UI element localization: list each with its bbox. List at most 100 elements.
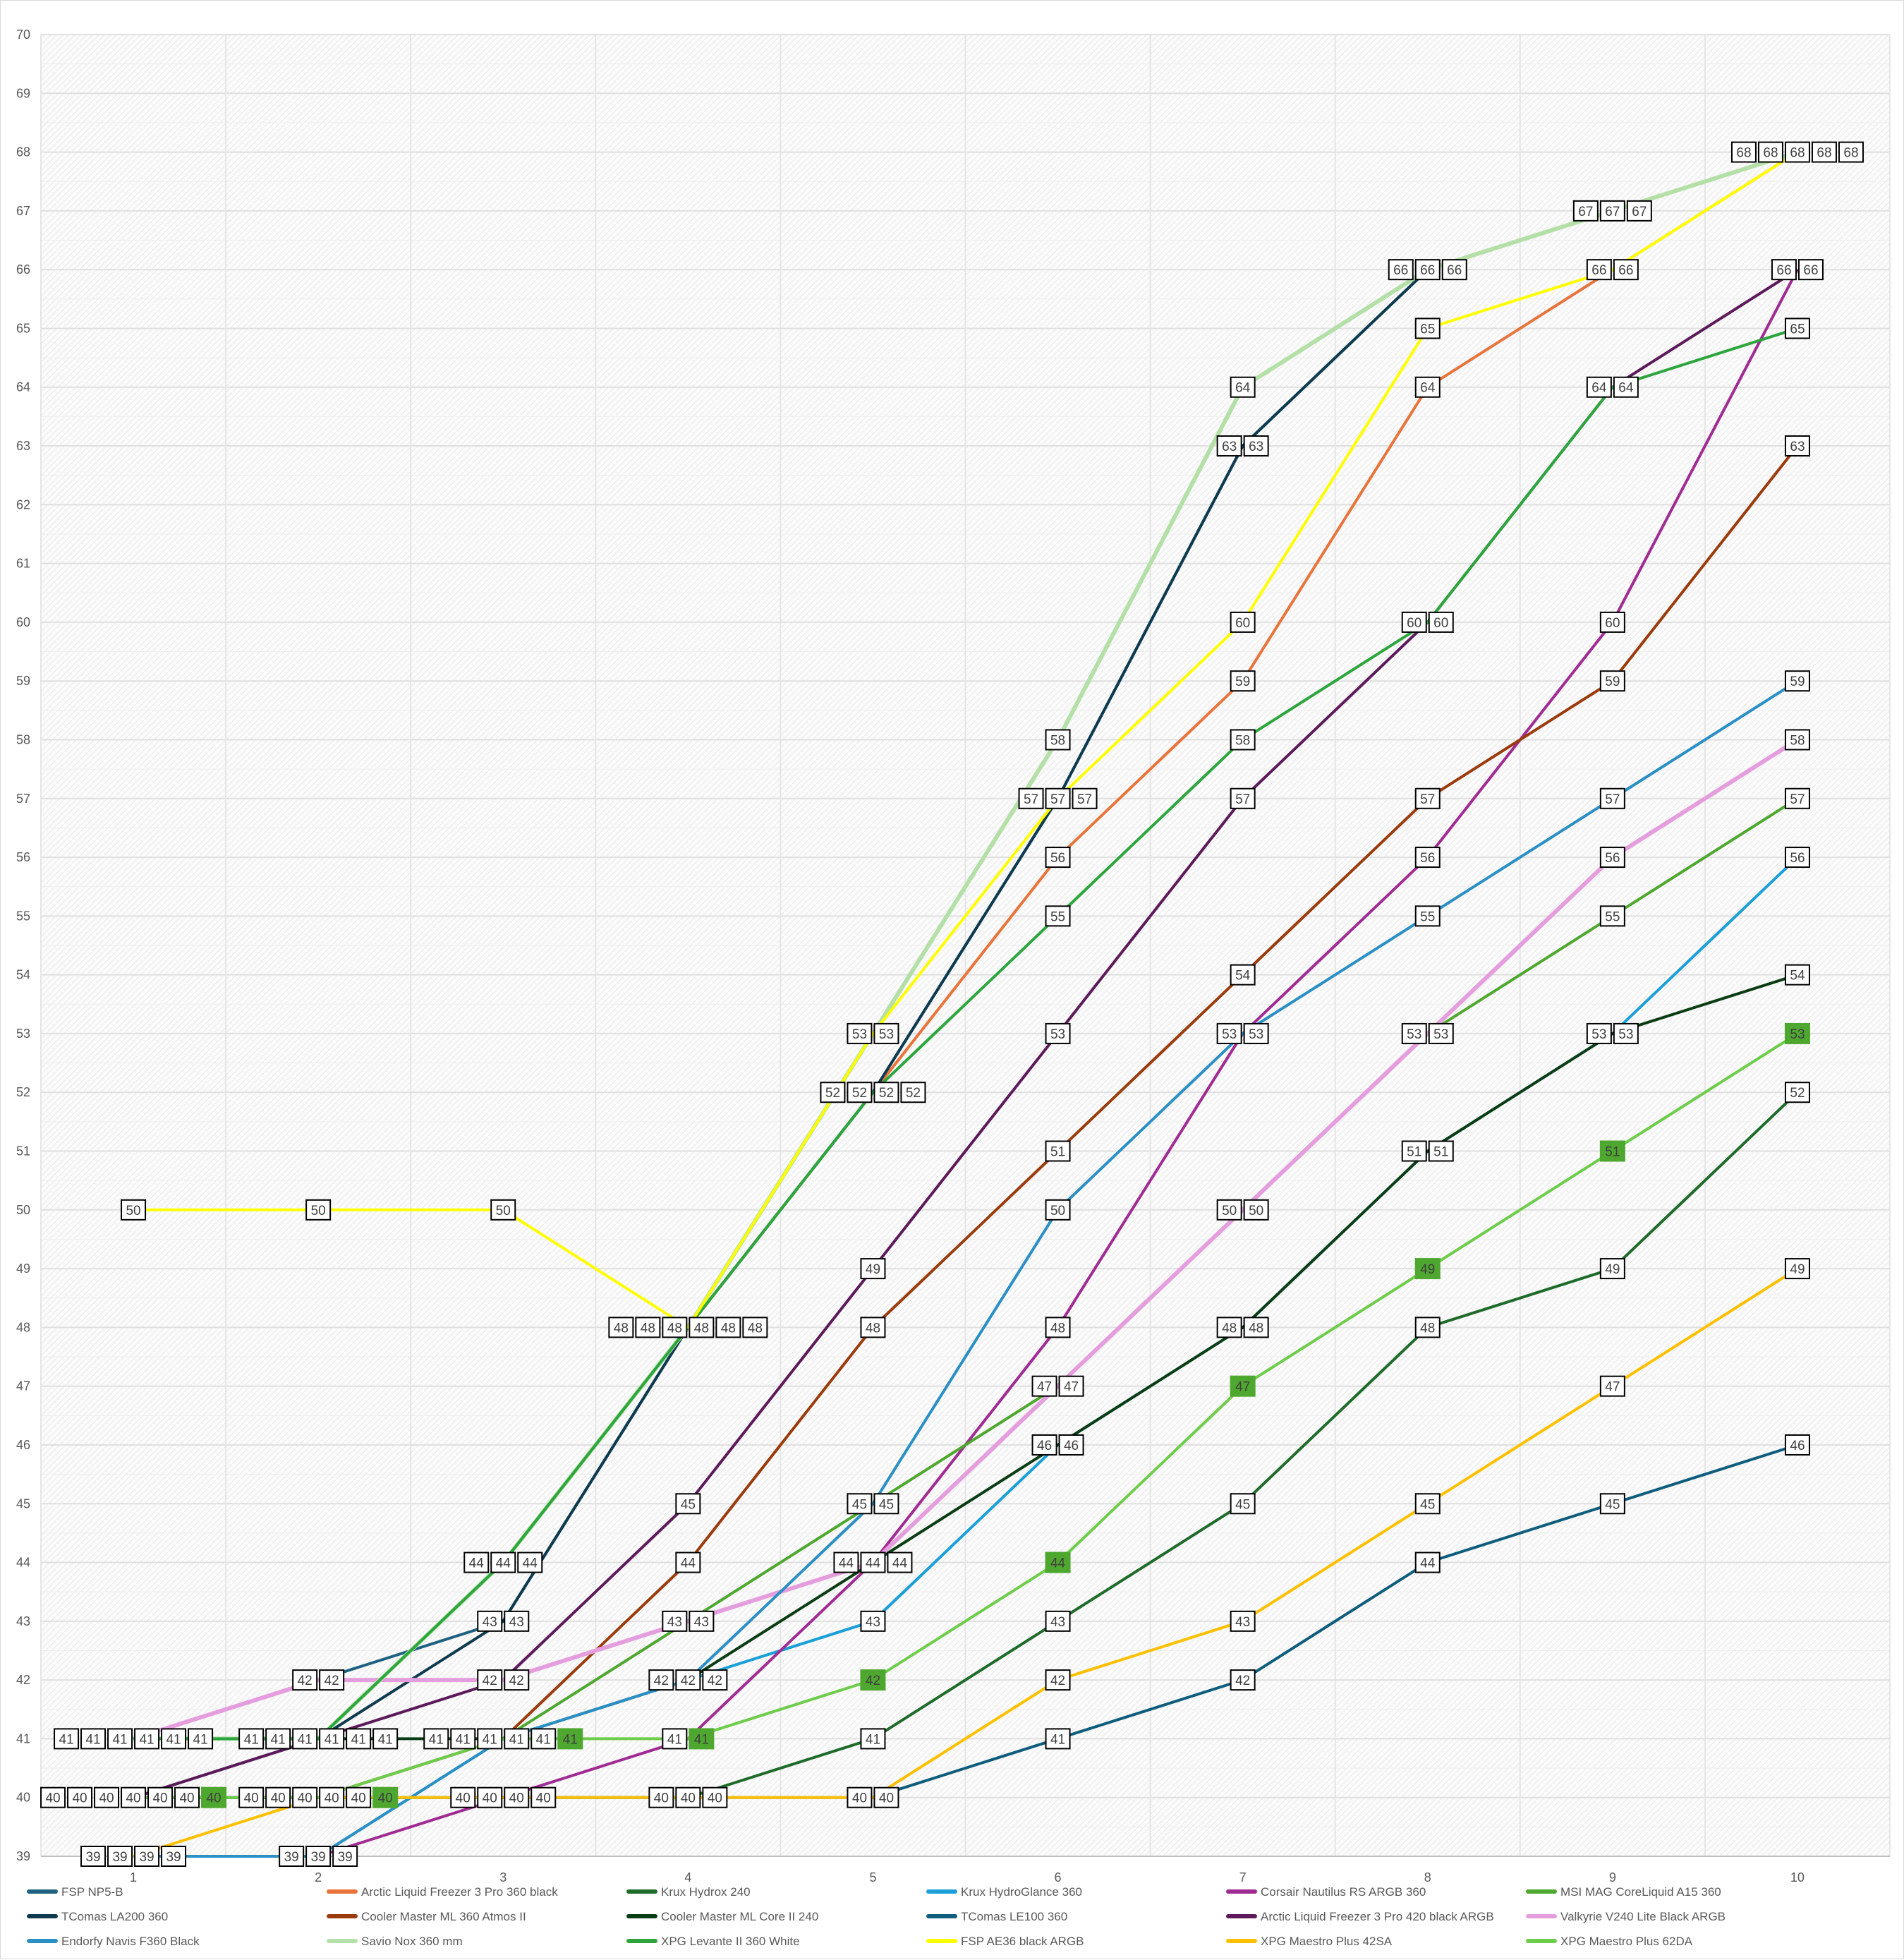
data-label-box xyxy=(742,1317,768,1338)
data-label-value: 44 xyxy=(839,1556,854,1571)
data-label: 56 xyxy=(1414,847,1441,869)
data-label-box xyxy=(1230,1375,1256,1397)
y-tick-label: 47 xyxy=(16,1379,30,1393)
data-label: 48 xyxy=(715,1317,741,1338)
data-label: 65 xyxy=(1414,317,1441,339)
data-label-box xyxy=(1216,1022,1242,1044)
data-label: 53 xyxy=(1428,1022,1454,1044)
data-label-box xyxy=(1045,1022,1071,1044)
data-label: 42 xyxy=(1230,1669,1256,1691)
data-label-box xyxy=(1045,1551,1071,1573)
data-label: 40 xyxy=(265,1786,291,1808)
data-label: 54 xyxy=(1230,964,1256,986)
x-tick-label: 7 xyxy=(1239,1870,1247,1885)
y-tick-label: 65 xyxy=(16,321,30,335)
data-label-box xyxy=(887,1551,913,1573)
data-label-box xyxy=(332,1846,358,1867)
data-label-box xyxy=(1414,1493,1441,1515)
data-label-box xyxy=(860,1728,886,1750)
data-label: 40 xyxy=(530,1786,557,1808)
data-label-box xyxy=(504,1786,530,1808)
y-tick-label: 55 xyxy=(16,909,30,923)
data-label: 68 xyxy=(1838,141,1864,163)
data-label: 57 xyxy=(1784,787,1810,809)
data-label-value: 44 xyxy=(1050,1556,1066,1571)
data-label: 44 xyxy=(1414,1551,1441,1573)
data-label-value: 41 xyxy=(271,1732,286,1747)
data-label-value: 43 xyxy=(694,1615,709,1630)
data-label-value: 54 xyxy=(1790,969,1805,984)
x-tick-label: 2 xyxy=(315,1870,322,1885)
data-label-box xyxy=(1045,1669,1071,1691)
data-label-box xyxy=(860,1317,886,1338)
data-label-box xyxy=(860,1610,886,1632)
data-label: 40 xyxy=(174,1786,200,1808)
data-label-box xyxy=(1045,787,1071,809)
y-tick-label: 41 xyxy=(16,1731,30,1746)
data-label-value: 50 xyxy=(1249,1204,1263,1218)
data-label-box xyxy=(1058,1375,1084,1397)
data-label-box xyxy=(292,1786,318,1808)
data-label: 44 xyxy=(490,1551,516,1573)
data-label: 60 xyxy=(1401,611,1427,633)
data-label: 41 xyxy=(80,1728,107,1750)
data-label-box xyxy=(1243,1317,1269,1338)
data-label-box xyxy=(107,1728,133,1750)
data-label-value: 52 xyxy=(879,1086,894,1101)
data-label-box xyxy=(1599,200,1625,222)
data-label-value: 57 xyxy=(1024,792,1038,807)
data-label-box xyxy=(702,1669,728,1691)
data-label: 40 xyxy=(702,1786,728,1808)
data-label: 40 xyxy=(238,1786,265,1808)
data-label-value: 53 xyxy=(879,1027,894,1042)
data-label-box xyxy=(1613,259,1639,281)
data-label-box xyxy=(1599,670,1625,692)
y-tick-label: 50 xyxy=(16,1203,30,1217)
data-label-box xyxy=(1730,141,1757,163)
data-label-box xyxy=(1414,1258,1441,1280)
legend-item: XPG Maestro Plus 42SA xyxy=(1226,1935,1393,1948)
data-label-value: 40 xyxy=(708,1791,722,1806)
data-label-box xyxy=(161,1846,187,1867)
data-label: 42 xyxy=(319,1669,345,1691)
data-label: 42 xyxy=(477,1669,503,1691)
data-label-value: 60 xyxy=(1407,616,1421,631)
data-label-value: 44 xyxy=(1420,1556,1436,1571)
series-line-17 xyxy=(133,1267,1799,1858)
data-label-box xyxy=(1216,1199,1242,1221)
data-label: 57 xyxy=(1018,787,1044,809)
data-label: 41 xyxy=(188,1728,214,1750)
data-label: 67 xyxy=(1572,200,1599,222)
data-label-box xyxy=(292,1728,318,1750)
data-label: 49 xyxy=(1784,1258,1810,1280)
legend-item: FSP AE36 black ARGB xyxy=(926,1935,1084,1948)
legend: FSP NP5-B Arctic Liquid Freezer 3 Pro 360… xyxy=(27,1885,1726,1948)
data-label-value: 44 xyxy=(496,1556,511,1571)
data-label: 40 xyxy=(450,1786,476,1808)
data-label-value: 42 xyxy=(866,1674,880,1688)
y-tick-label: 64 xyxy=(16,380,30,394)
data-label-value: 39 xyxy=(139,1850,154,1865)
data-label-value: 40 xyxy=(206,1791,221,1806)
data-label-value: 50 xyxy=(1050,1204,1065,1218)
data-label-value: 47 xyxy=(1037,1380,1052,1395)
data-label: 40 xyxy=(675,1786,701,1808)
data-label-value: 41 xyxy=(509,1732,524,1747)
data-label-value: 57 xyxy=(1077,792,1092,807)
data-label-value: 41 xyxy=(694,1732,709,1747)
data-label-box xyxy=(477,1610,503,1632)
legend-item: Savio Nox 360 mm xyxy=(327,1935,463,1948)
data-label-value: 42 xyxy=(708,1674,722,1688)
data-label-box xyxy=(1626,200,1652,222)
data-label-box xyxy=(1243,1022,1269,1044)
data-label-value: 40 xyxy=(852,1791,867,1806)
data-label: 42 xyxy=(648,1669,674,1691)
data-label-box xyxy=(1045,1199,1071,1221)
data-label-value: 42 xyxy=(509,1674,524,1688)
data-label-value: 40 xyxy=(72,1791,87,1806)
data-label: 44 xyxy=(675,1551,701,1573)
data-label-value: 39 xyxy=(85,1850,100,1865)
data-label-value: 42 xyxy=(1050,1674,1065,1688)
legend-item: XPG Maestro Plus 62DA xyxy=(1526,1935,1693,1948)
